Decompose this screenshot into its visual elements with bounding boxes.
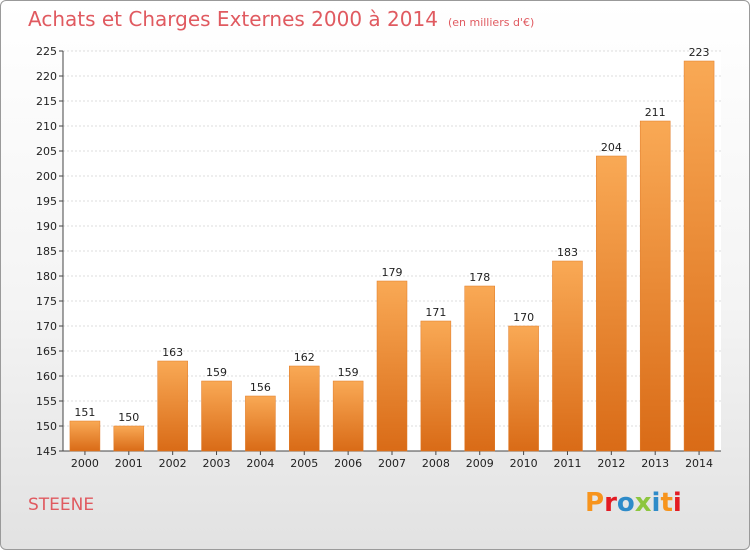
x-tick-label-2000: 2000 <box>71 457 99 470</box>
x-tick-label-2006: 2006 <box>334 457 362 470</box>
y-tick-label: 165 <box>36 345 57 358</box>
bar-2010 <box>508 325 539 452</box>
bar-2009 <box>464 285 495 452</box>
y-tick-label: 220 <box>36 70 57 83</box>
x-tick-label-2002: 2002 <box>159 457 187 470</box>
bar-2004 <box>245 395 276 452</box>
y-tick-label: 170 <box>36 320 57 333</box>
y-tick-label: 225 <box>36 45 57 58</box>
city-name: STEENE <box>28 495 95 515</box>
y-tick-label: 150 <box>36 420 57 433</box>
value-label-2004: 156 <box>250 381 271 394</box>
y-tick-label: 215 <box>36 95 57 108</box>
value-label-2012: 204 <box>601 141 622 154</box>
y-tick-label: 205 <box>36 145 57 158</box>
y-tick-label: 175 <box>36 295 57 308</box>
x-tick-label-2010: 2010 <box>510 457 538 470</box>
y-tick-label: 185 <box>36 245 57 258</box>
value-label-2003: 159 <box>206 366 227 379</box>
value-label-2010: 170 <box>513 311 534 324</box>
x-tick-label-2003: 2003 <box>203 457 231 470</box>
chart-unit: (en milliers d'€) <box>447 16 535 29</box>
bar-2005 <box>289 365 320 452</box>
value-label-2008: 171 <box>425 306 446 319</box>
value-label-2013: 211 <box>645 106 666 119</box>
logo-letter: o <box>616 488 635 518</box>
y-tick-label: 160 <box>36 370 57 383</box>
y-tick-label: 210 <box>36 120 57 133</box>
x-tick-label-2007: 2007 <box>378 457 406 470</box>
y-tick-label: 180 <box>36 270 57 283</box>
x-tick-label-2014: 2014 <box>685 457 713 470</box>
value-label-2007: 179 <box>382 266 403 279</box>
logo-letter: r <box>604 488 617 518</box>
value-label-2005: 162 <box>294 351 315 364</box>
x-tick-label-2008: 2008 <box>422 457 450 470</box>
x-tick-label-2004: 2004 <box>246 457 274 470</box>
y-tick-label: 200 <box>36 170 57 183</box>
y-tick-labels: 145 150 155 160 165 170 175 180 185 190 195 200 205 2… <box>36 45 57 458</box>
x-tick-label-2009: 2009 <box>466 457 494 470</box>
logo-letter: i <box>672 488 682 518</box>
value-label-2006: 159 <box>338 366 359 379</box>
value-label-2002: 163 <box>162 346 183 359</box>
value-label-2014: 223 <box>689 46 710 59</box>
logo-letter: t <box>660 488 673 518</box>
logo-letter: P <box>585 488 605 518</box>
bar-2002 <box>157 360 188 452</box>
bar-2000 <box>69 420 101 452</box>
y-tick-label: 190 <box>36 220 57 233</box>
bar-2003 <box>201 380 232 452</box>
logo-letter: i <box>651 488 661 518</box>
value-label-2011: 183 <box>557 246 578 259</box>
y-tick-label: 155 <box>36 395 57 408</box>
value-labels: 151 150 163 159 156 162 159 179 171 178 170 183 204 2… <box>74 46 709 424</box>
bar-2012 <box>596 155 627 452</box>
x-tick-label-2005: 2005 <box>290 457 318 470</box>
y-tick-label: 195 <box>36 195 57 208</box>
bar-2008 <box>420 320 452 452</box>
proxiti-logo: Proxiti <box>585 488 682 518</box>
chart-title: Achats et Charges Externes 2000 à 2014 (e… <box>28 7 535 31</box>
value-label-2001: 150 <box>118 411 139 424</box>
bar-2013 <box>639 120 671 452</box>
x-tick-label-2013: 2013 <box>641 457 669 470</box>
bars <box>69 60 715 452</box>
x-tick-label-2001: 2001 <box>115 457 143 470</box>
y-tick-label: 145 <box>36 445 57 458</box>
x-tick-label-2012: 2012 <box>597 457 625 470</box>
bar-2007 <box>376 280 408 452</box>
bar-2014 <box>683 60 715 452</box>
bar-2011 <box>552 260 583 452</box>
logo-letter: x <box>634 488 652 518</box>
bar-2001 <box>113 425 145 452</box>
value-label-2009: 178 <box>469 271 490 284</box>
bar-2006 <box>332 380 364 452</box>
x-tick-label-2011: 2011 <box>553 457 581 470</box>
value-label-2000: 151 <box>74 406 95 419</box>
x-tick-labels: 2000 2001 2002 2003 2004 2005 2006 2007 2008 2009… <box>71 457 713 470</box>
